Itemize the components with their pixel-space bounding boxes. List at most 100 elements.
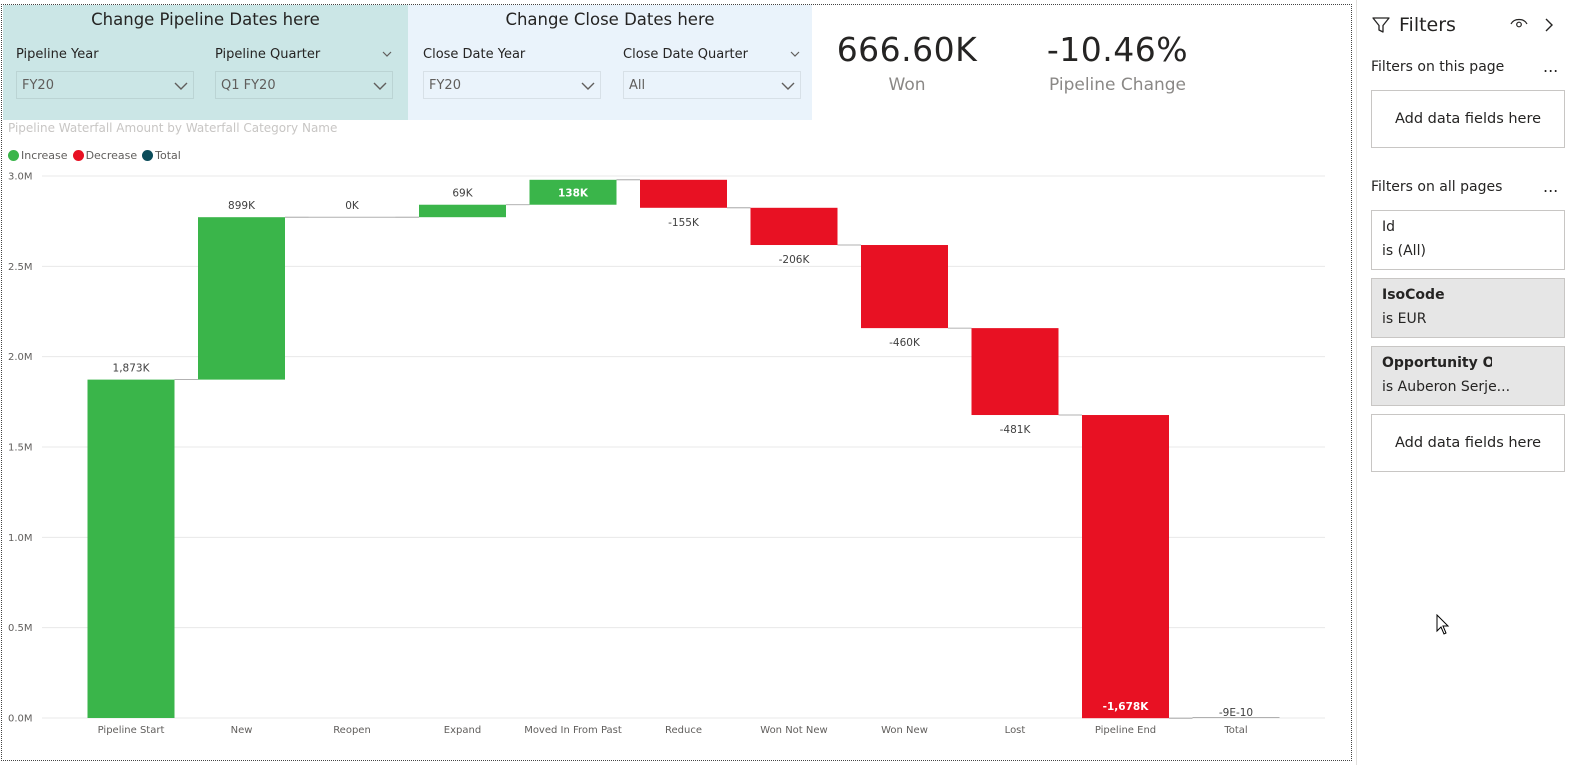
filters-title: Filters [1399, 14, 1456, 36]
close-panel-title: Change Close Dates here [505, 10, 715, 29]
decrease-bar [1082, 415, 1169, 719]
data-label: 899K [228, 200, 256, 212]
y-tick-label: 0.5M [8, 623, 33, 634]
data-label: -206K [779, 254, 811, 266]
report-canvas: Change Pipeline Dates here Pipeline Year… [3, 5, 1325, 736]
filter-card-id[interactable]: Id is (All) [1371, 210, 1565, 270]
filter-value: is EUR [1382, 311, 1427, 327]
decrease-bar [750, 207, 838, 246]
legend-label: Increase [21, 149, 68, 162]
close-quarter-dropdown[interactable]: All [623, 71, 801, 99]
filters-this-page-label: Filters on this page [1371, 59, 1505, 75]
increase-bar [87, 379, 175, 718]
more-options-icon[interactable]: ... [1543, 57, 1559, 76]
y-tick-label: 1.0M [8, 533, 33, 544]
won-label: Won [888, 75, 926, 95]
x-tick-label: Moved In From Past [524, 725, 622, 736]
increase-bar [529, 179, 617, 205]
x-tick-label: Pipeline End [1095, 725, 1156, 736]
legend-item-total[interactable]: Total [142, 149, 181, 162]
close-year-label: Close Date Year [423, 47, 526, 62]
y-tick-label: 2.5M [8, 262, 33, 273]
legend-dot [72, 150, 84, 161]
legend-label: Decrease [85, 149, 138, 162]
decrease-bar [640, 179, 727, 208]
legend-dot [8, 150, 19, 161]
filters-all-pages-label: Filters on all pages [1371, 179, 1503, 195]
won-card: 666.60K Won [832, 30, 982, 95]
pipeline-quarter-label: Pipeline Quarter [215, 47, 321, 62]
close-dates-panel: Change Close Dates here Close Date Year … [408, 5, 812, 120]
total-bar [1192, 717, 1280, 718]
chevron-down-icon[interactable] [381, 48, 393, 60]
filter-card-isocode[interactable]: IsoCode is EUR [1371, 278, 1565, 338]
data-label: 69K [452, 188, 473, 200]
funnel-icon [1372, 17, 1390, 33]
pipeline-year-label: Pipeline Year [16, 47, 99, 62]
close-quarter-value: All [629, 78, 646, 93]
pipeline-quarter-value: Q1 FY20 [221, 78, 276, 93]
data-label: 138K [558, 187, 589, 199]
won-value: 666.60K [836, 30, 978, 69]
x-tick-label: Won New [881, 725, 928, 736]
pipeline-quarter-dropdown[interactable]: Q1 FY20 [215, 71, 393, 99]
data-label: 0K [345, 200, 360, 212]
chevron-down-icon[interactable] [789, 48, 801, 60]
filter-name: IsoCode [1382, 287, 1445, 303]
chart-legend: Increase Decrease Total [8, 149, 186, 162]
add-data-fields-all[interactable]: Add data fields here [1371, 414, 1565, 472]
filter-name: Opportunity Ow [1382, 355, 1492, 371]
data-label: -155K [668, 217, 700, 229]
chevron-down-icon [581, 82, 595, 90]
legend-item-increase[interactable]: Increase [8, 149, 68, 162]
pipeline-change-label: Pipeline Change [1048, 75, 1187, 95]
data-label: -9E-10 [1219, 707, 1253, 719]
data-label: 1,873K [113, 363, 151, 375]
filter-value: is Auberon Serje... [1382, 379, 1511, 395]
mouse-cursor-icon [1436, 614, 1450, 635]
pipeline-dates-panel: Change Pipeline Dates here Pipeline Year… [3, 5, 408, 120]
data-label: -460K [889, 337, 921, 349]
x-tick-label: Reopen [333, 725, 371, 736]
eye-icon[interactable] [1510, 17, 1528, 31]
more-options-icon[interactable]: ... [1543, 177, 1559, 196]
filter-name: Id [1382, 219, 1396, 235]
chart-title: Pipeline Waterfall Amount by Waterfall C… [8, 121, 338, 135]
chevron-right-icon[interactable] [1542, 16, 1556, 34]
y-tick-label: 1.5M [8, 443, 33, 454]
pipeline-change-value: -10.46% [1046, 30, 1189, 69]
close-year-value: FY20 [429, 78, 461, 93]
chevron-down-icon [174, 82, 188, 90]
y-tick-label: 3.0M [8, 172, 33, 183]
pipeline-change-card: -10.46% Pipeline Change [1025, 30, 1210, 95]
data-label: -1,678K [1103, 701, 1150, 713]
decrease-bar [971, 328, 1059, 416]
filters-header: Filters [1371, 14, 1456, 36]
legend-label: Total [155, 149, 181, 162]
legend-dot [142, 150, 154, 161]
y-tick-label: 0.0M [8, 714, 33, 725]
pipeline-year-value: FY20 [22, 78, 54, 93]
add-data-fields-page[interactable]: Add data fields here [1371, 90, 1565, 148]
filter-card-opportunity-owner[interactable]: Opportunity Ow is Auberon Serje... [1371, 346, 1565, 406]
x-tick-label: Pipeline Start [98, 725, 165, 736]
data-label: -481K [1000, 424, 1032, 436]
decrease-bar [861, 245, 948, 329]
pipeline-panel-title: Change Pipeline Dates here [91, 10, 320, 29]
chevron-down-icon [781, 82, 795, 90]
filters-pane: Filters Filters on this page ... Add dat… [1356, 0, 1595, 765]
increase-bar [198, 217, 285, 380]
legend-item-decrease[interactable]: Decrease [72, 149, 138, 162]
x-tick-label: Total [1223, 725, 1247, 736]
waterfall-chart: 0.0M 0.5M 1.0M 1.5M 2.0M 2.5M 3.0M 1,873K Pipeli… [8, 172, 1325, 736]
x-tick-label: Reduce [665, 725, 702, 736]
close-year-dropdown[interactable]: FY20 [423, 71, 601, 99]
filter-value: is (All) [1382, 243, 1426, 259]
x-tick-label: Lost [1005, 725, 1026, 736]
pipeline-year-dropdown[interactable]: FY20 [16, 71, 194, 99]
x-tick-label: Expand [444, 725, 481, 736]
close-quarter-label: Close Date Quarter [623, 47, 748, 62]
increase-bar [419, 204, 506, 218]
x-tick-label: New [231, 725, 253, 736]
y-tick-label: 2.0M [8, 352, 33, 363]
